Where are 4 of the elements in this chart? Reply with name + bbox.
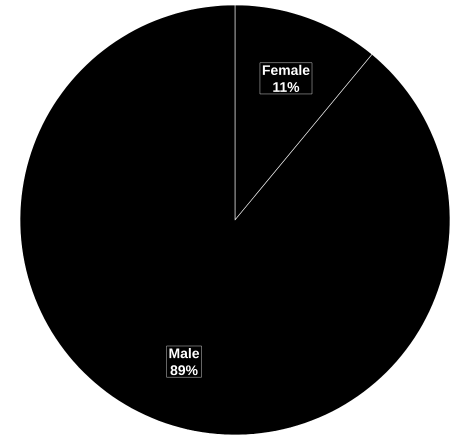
slice-label: Female [262,64,310,76]
slice-label: Male [169,348,200,358]
data-label: 89% [170,365,198,376]
data-label: 11% [273,82,300,92]
